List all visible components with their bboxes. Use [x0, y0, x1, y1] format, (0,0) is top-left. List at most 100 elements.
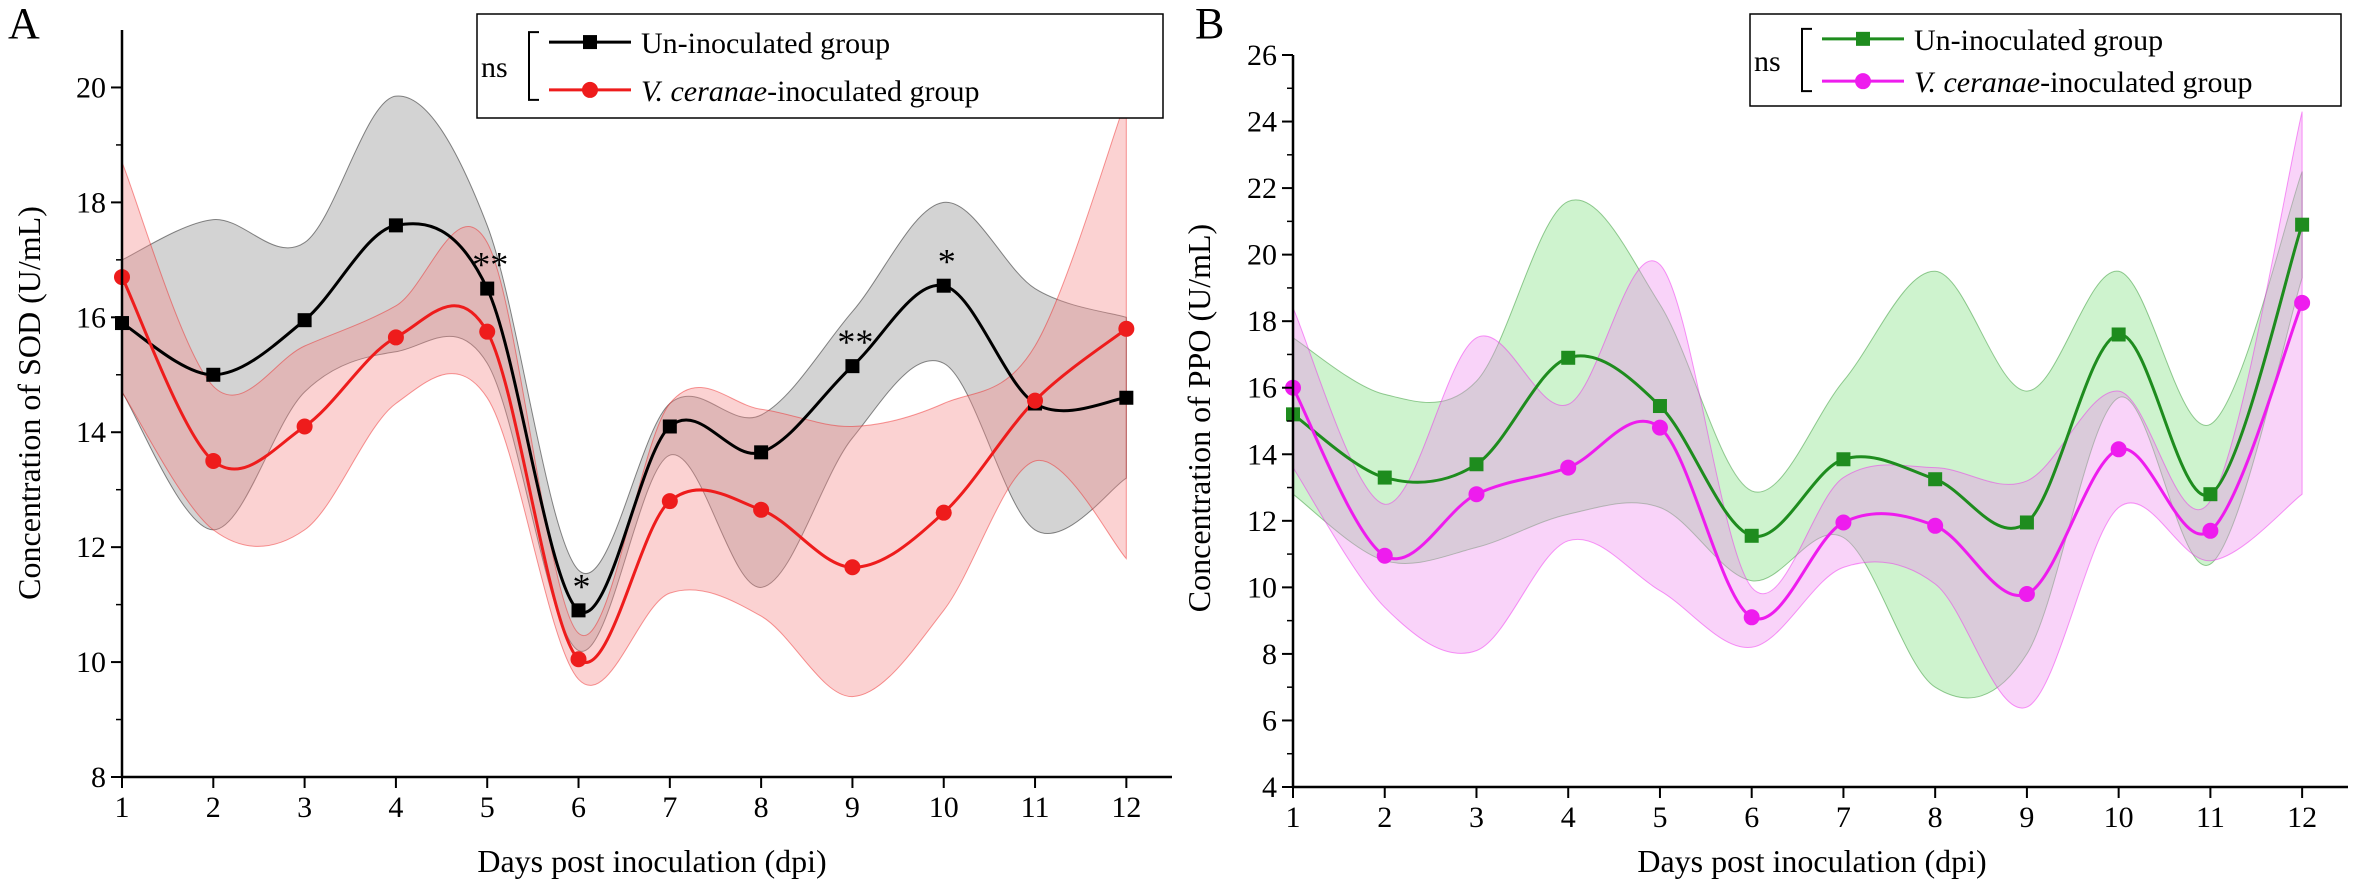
point-marker	[2294, 294, 2311, 311]
y-tick-label: 26	[1247, 39, 1277, 72]
point-marker	[2295, 217, 2310, 232]
point-marker	[571, 603, 586, 618]
x-axis-title: Days post inoculation (dpi)	[1637, 843, 1986, 879]
legend-label-text: -inoculated group	[2040, 66, 2252, 99]
x-tick-label: 6	[571, 791, 586, 824]
x-tick-label: 12	[1111, 791, 1141, 824]
point-marker	[753, 501, 770, 518]
y-tick-label: 12	[76, 531, 106, 564]
point-marker	[1652, 399, 1667, 414]
point-marker	[662, 419, 677, 434]
y-tick-label: 20	[76, 71, 106, 104]
y-tick-label: 14	[76, 416, 106, 449]
legend-label: V. ceranae-inoculated group	[1914, 66, 2253, 99]
point-marker	[1118, 320, 1135, 337]
point-marker	[1561, 350, 1576, 365]
point-marker	[1927, 517, 1944, 534]
band-0	[121, 95, 1127, 652]
panel-b: 1 2 3 4 5 6 7 8 9 10 11 12468101214161820222426Days…	[1181, 0, 2348, 879]
y-axis-title: Concentration of SOD (U/mL)	[11, 206, 47, 600]
x-tick-label: 10	[929, 791, 959, 824]
significance-mark: *	[938, 242, 956, 282]
x-tick-label: 8	[1928, 801, 1943, 834]
point-marker	[935, 504, 952, 521]
y-tick-label: 14	[1247, 438, 1277, 471]
legend-label-italic: V. ceranae	[641, 75, 767, 108]
legend-marker	[582, 81, 598, 98]
point-marker	[1651, 419, 1668, 436]
y-tick-label: 18	[1247, 305, 1277, 338]
y-axis-title: Concentration of PPO (U/mL)	[1181, 224, 1217, 612]
y-tick-label: 20	[1247, 239, 1277, 272]
point-marker	[661, 493, 678, 510]
point-marker	[1468, 486, 1485, 503]
x-tick-label: 11	[1021, 791, 1050, 824]
point-marker	[2202, 522, 2219, 539]
legend-box	[476, 13, 1164, 119]
y-tick-label: 10	[1247, 571, 1277, 604]
y-tick-label: 10	[76, 646, 106, 679]
point-marker	[1560, 459, 1577, 476]
x-tick-label: 4	[1561, 801, 1576, 834]
y-tick-label: 16	[76, 301, 106, 334]
significance-mark: *	[573, 566, 591, 606]
y-tick-label: 18	[76, 186, 106, 219]
legend-label: V. ceranae-inoculated group	[641, 75, 980, 108]
legend-marker	[1856, 31, 1870, 46]
y-tick-label: 16	[1247, 372, 1277, 405]
significance-mark: **	[472, 245, 508, 285]
x-tick-label: 2	[206, 791, 221, 824]
x-tick-label: 1	[1286, 801, 1301, 834]
point-marker	[296, 418, 313, 435]
x-tick-label: 3	[297, 791, 312, 824]
y-tick-label: 6	[1262, 704, 1277, 737]
x-tick-label: 12	[2287, 801, 2317, 834]
panel-label: A	[8, 0, 40, 48]
point-marker	[205, 452, 222, 469]
y-tick-label: 12	[1247, 505, 1277, 538]
point-marker	[1744, 528, 1759, 543]
legend-label: Un-inoculated group	[1914, 24, 2163, 57]
x-tick-label: 10	[2104, 801, 2134, 834]
legend-ns: ns	[481, 51, 508, 84]
point-marker	[2111, 327, 2126, 342]
x-tick-label: 6	[1744, 801, 1759, 834]
x-tick-label: 7	[662, 791, 677, 824]
y-tick-label: 8	[91, 761, 106, 794]
point-marker	[1377, 470, 1392, 485]
point-marker	[480, 281, 495, 296]
x-tick-label: 9	[845, 791, 860, 824]
point-marker	[2019, 515, 2034, 530]
x-axis-title: Days post inoculation (dpi)	[477, 843, 826, 879]
x-tick-label: 5	[480, 791, 495, 824]
x-tick-label: 9	[2019, 801, 2034, 834]
x-tick-label: 3	[1469, 801, 1484, 834]
point-marker	[2018, 586, 2035, 603]
y-tick-label: 8	[1262, 638, 1277, 671]
legend-label-text: Un-inoculated group	[641, 27, 890, 60]
point-marker	[845, 359, 860, 374]
point-marker	[1027, 392, 1044, 409]
point-marker	[1835, 514, 1852, 531]
point-marker	[844, 559, 861, 576]
legend-box	[1749, 13, 2342, 107]
x-tick-label: 8	[754, 791, 769, 824]
legend-label: Un-inoculated group	[641, 27, 890, 60]
point-marker	[2203, 487, 2218, 502]
point-marker	[1928, 472, 1943, 487]
legend-marker	[583, 35, 597, 50]
point-marker	[1743, 609, 1760, 626]
x-tick-label: 4	[388, 791, 403, 824]
x-tick-label: 7	[1836, 801, 1851, 834]
x-tick-label: 5	[1652, 801, 1667, 834]
legend-marker	[1855, 73, 1871, 90]
y-tick-label: 4	[1262, 771, 1277, 804]
point-marker	[2110, 441, 2127, 458]
legend-bracket	[528, 31, 539, 101]
y-tick-label: 22	[1247, 172, 1277, 205]
x-tick-label: 11	[2196, 801, 2225, 834]
y-tick-label: 24	[1247, 106, 1277, 139]
x-tick-label: 1	[115, 791, 130, 824]
